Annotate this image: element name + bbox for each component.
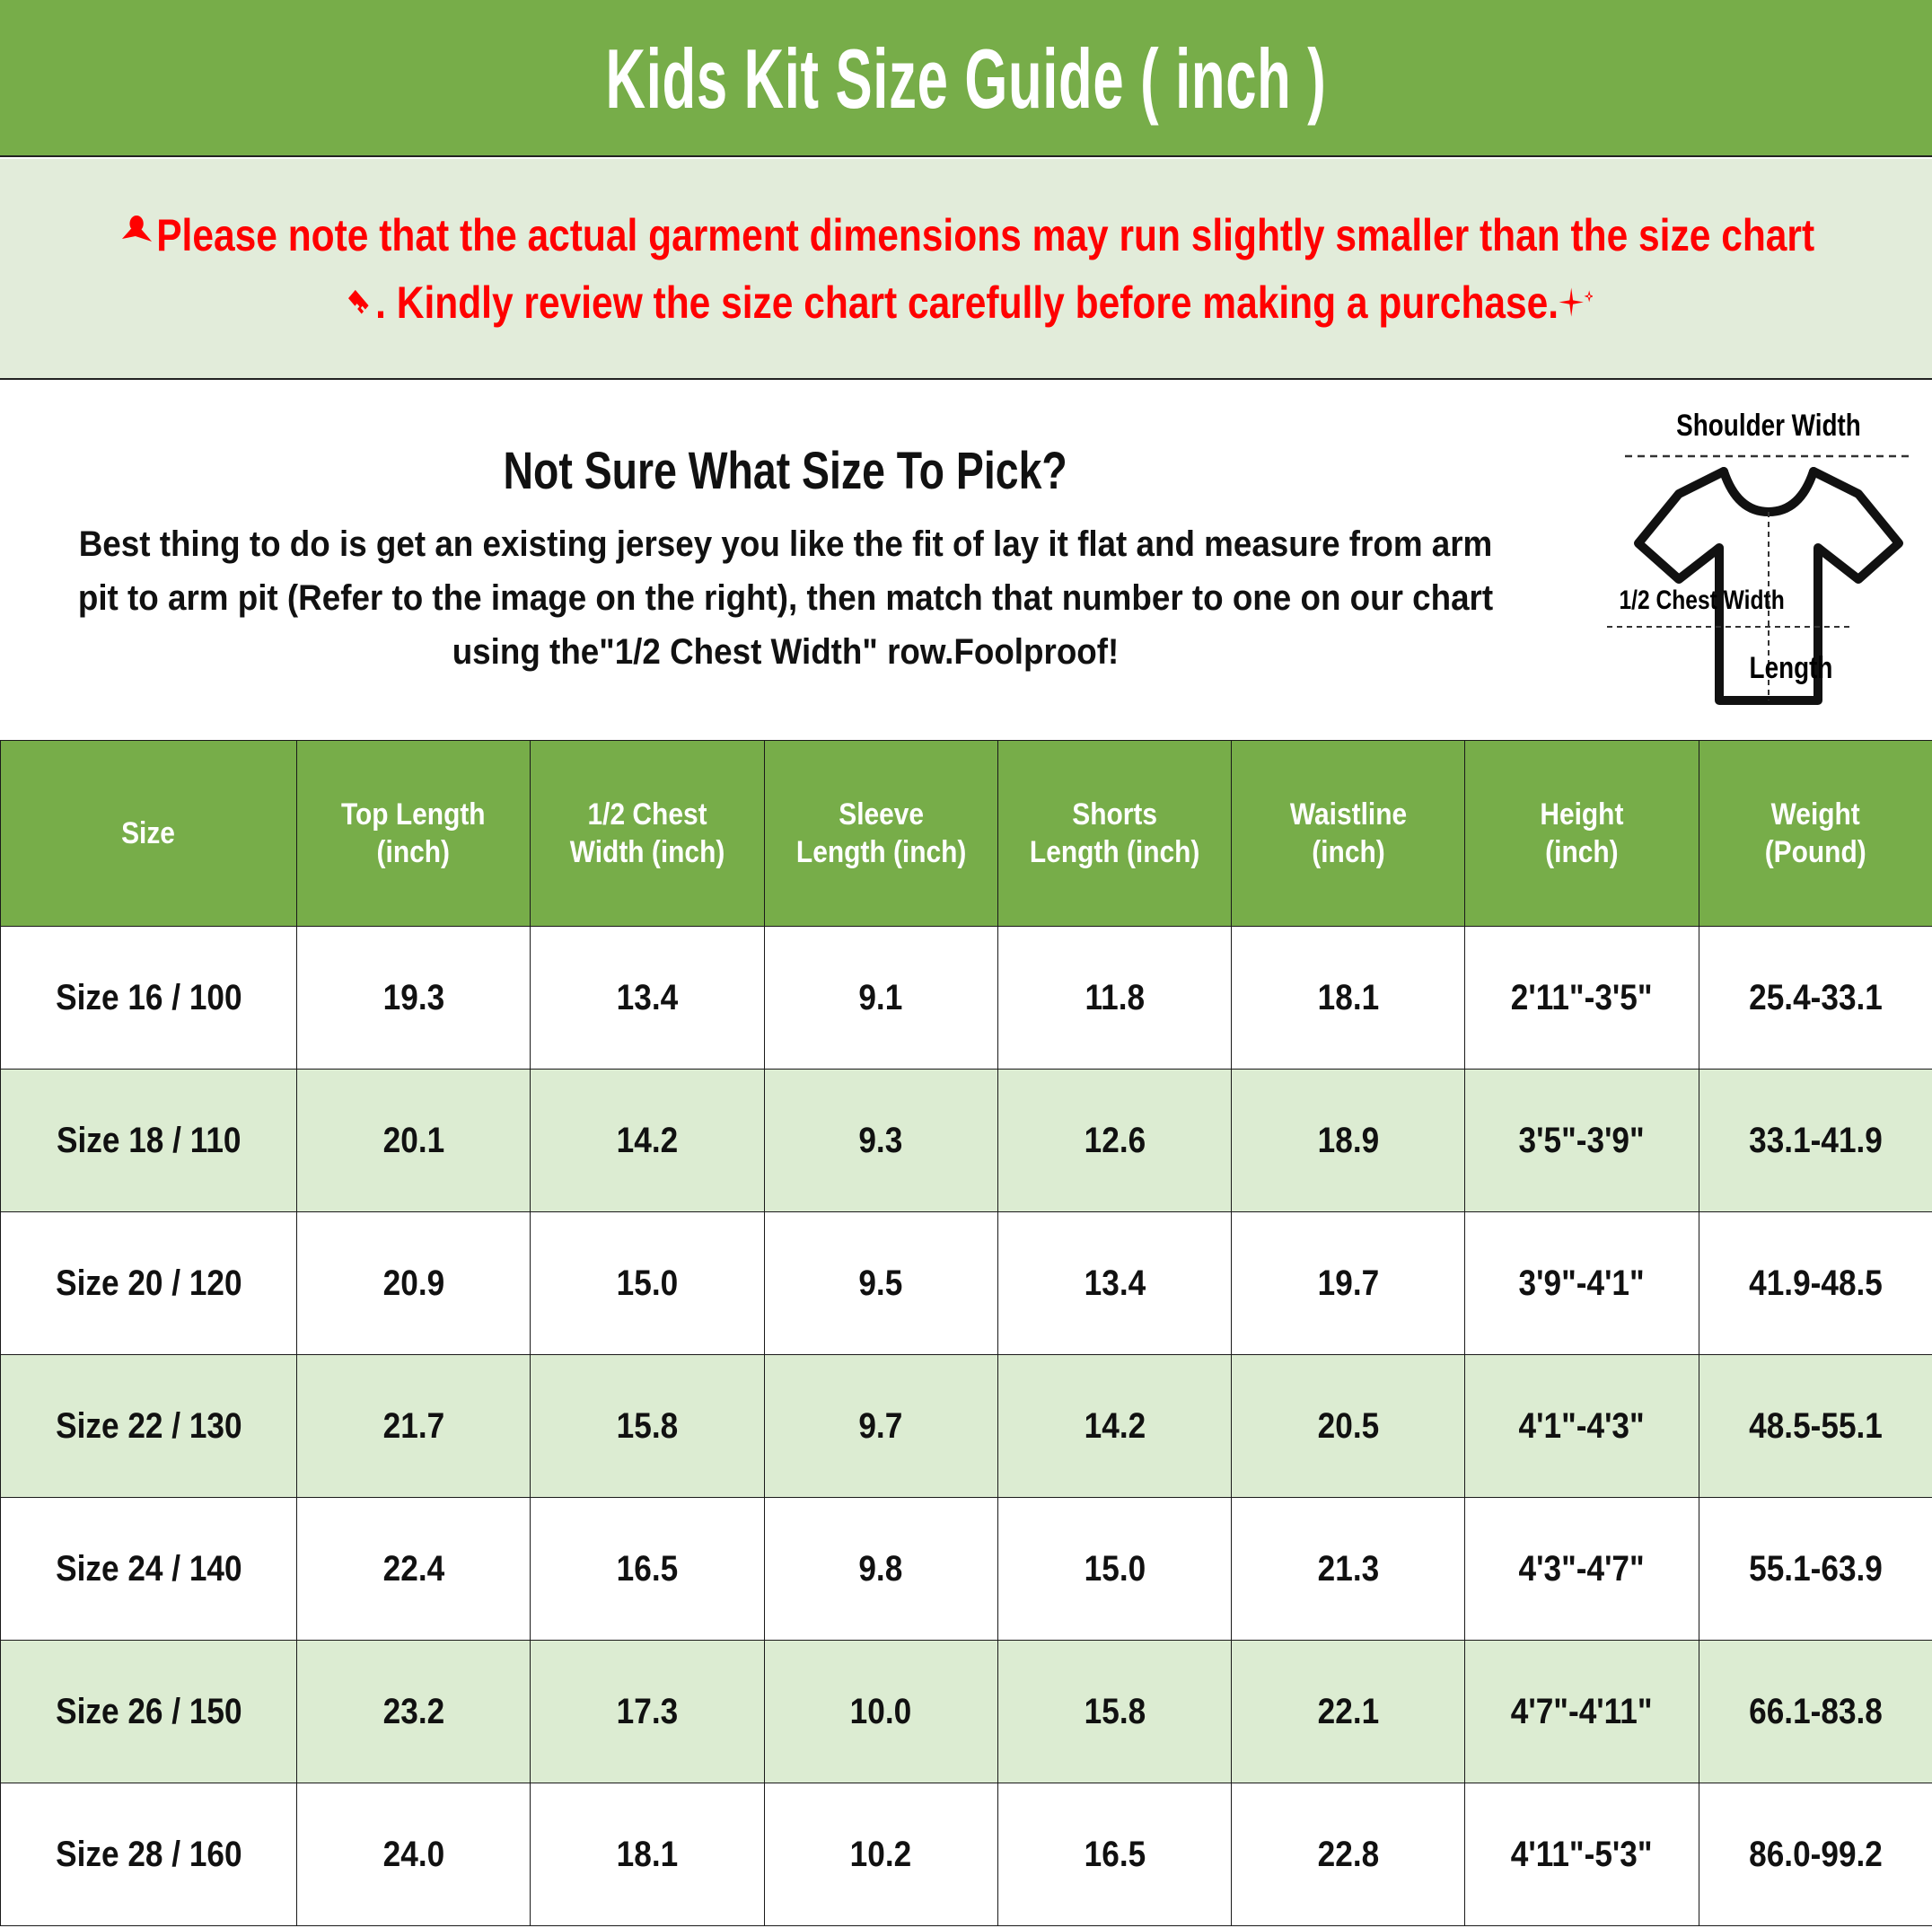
svg-text:Shoulder Width: Shoulder Width <box>1676 408 1861 442</box>
svg-text:Length: Length <box>1750 650 1833 684</box>
svg-text:1/2 Chest Width: 1/2 Chest Width <box>1620 585 1785 615</box>
